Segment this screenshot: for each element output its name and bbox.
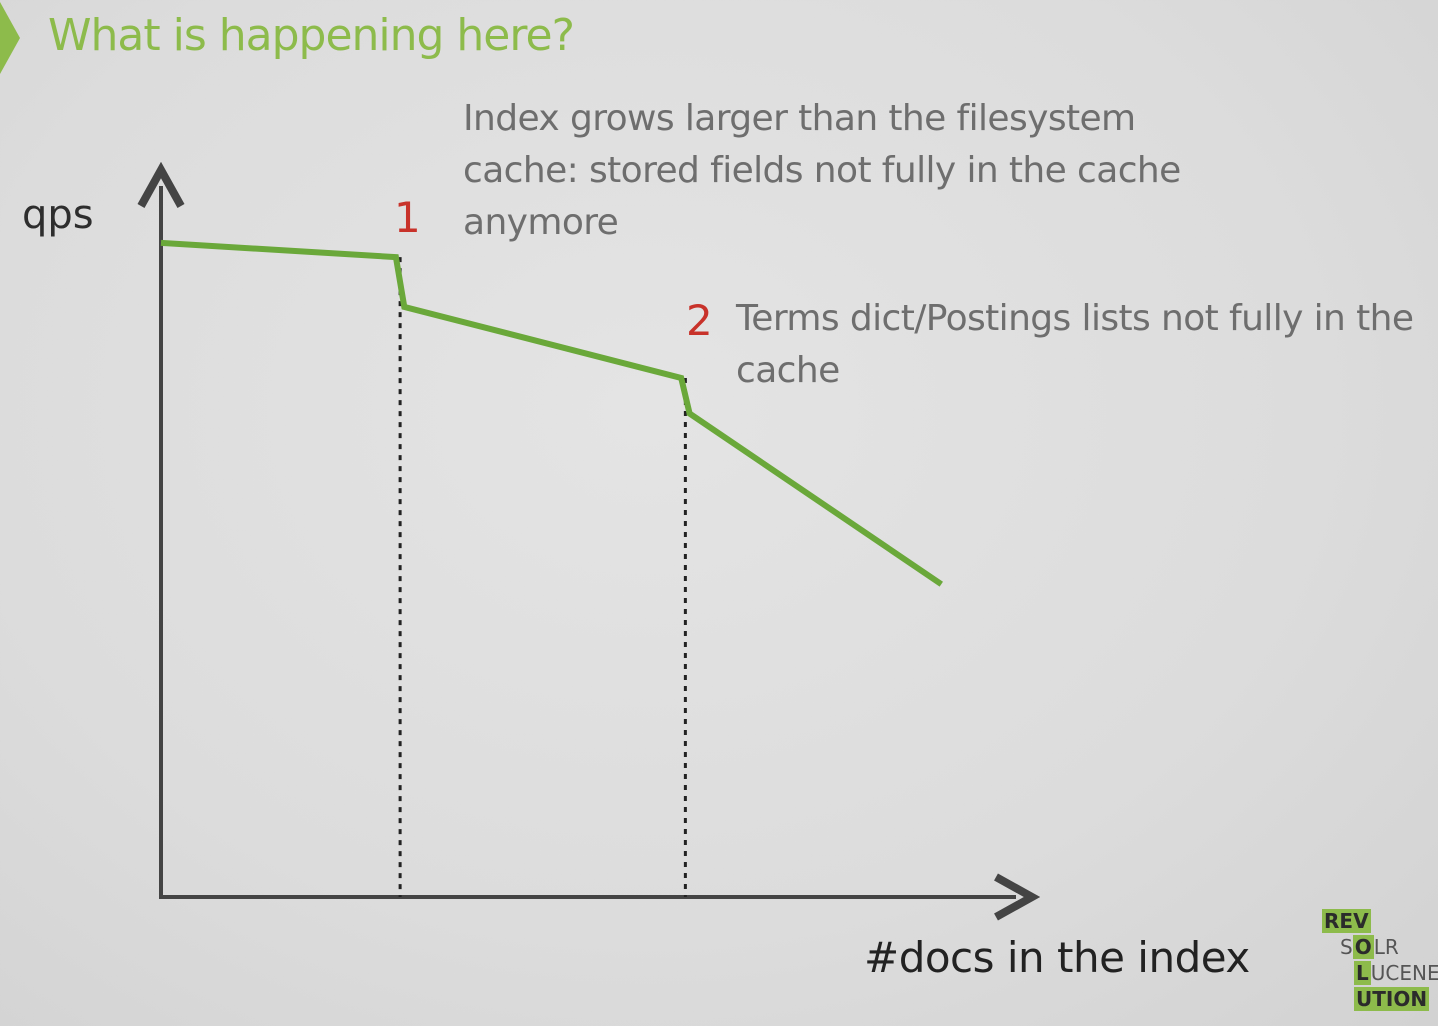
event-1-note-line: anymore: [463, 202, 619, 243]
event-1-note: Index grows larger than the filesystem c…: [463, 93, 1181, 249]
event-2-number: 2: [686, 296, 713, 345]
slide-title: What is happening here?: [48, 10, 575, 61]
event-2-note-line: cache: [736, 350, 840, 391]
event-1-number: 1: [394, 193, 421, 242]
x-axis-label: #docs in the index: [864, 933, 1250, 982]
event-2-note: Terms dict/Postings lists not fully in t…: [736, 293, 1414, 397]
corner-arrow-icon: [0, 2, 20, 74]
qps-series-line: [160, 239, 943, 587]
revolution-logo: REV S O LR L UCENE UTION: [1322, 909, 1438, 1011]
y-axis-label: qps: [22, 192, 94, 238]
event-1-note-line: Index grows larger than the filesystem: [463, 98, 1136, 139]
event-1-note-line: cache: stored fields not fully in the ca…: [463, 150, 1181, 191]
event-2-note-line: Terms dict/Postings lists not fully in t…: [736, 298, 1414, 339]
